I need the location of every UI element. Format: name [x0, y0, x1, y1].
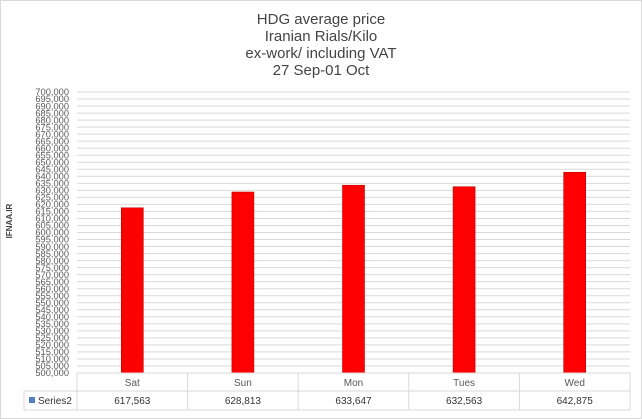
y-tick-label: 660,000 — [35, 143, 69, 153]
y-tick-label: 675,000 — [35, 122, 69, 132]
y-tick-label: 605,000 — [35, 221, 69, 231]
x-category-label: Wed — [565, 378, 585, 389]
y-tick-label: 555,000 — [35, 291, 69, 301]
chart-title-line-1: HDG average price — [256, 11, 386, 28]
data-table-value: 633,647 — [335, 396, 372, 407]
y-tick-label: 505,000 — [35, 361, 69, 371]
y-tick-label: 590,000 — [35, 242, 69, 252]
legend-key — [29, 397, 35, 403]
y-tick-label: 690,000 — [35, 101, 69, 111]
y-tick-label: 525,000 — [35, 333, 69, 343]
y-tick-label: 515,000 — [35, 347, 69, 357]
y-tick-label: 695,000 — [35, 94, 69, 104]
y-tick-label: 520,000 — [35, 340, 69, 350]
y-tick-label: 670,000 — [35, 129, 69, 139]
data-table-value: 628,813 — [225, 396, 262, 407]
y-tick-label: 530,000 — [35, 326, 69, 336]
y-axis-ticks: 500,000505,000510,000515,000520,000525,0… — [35, 87, 69, 378]
y-tick-label: 560,000 — [35, 284, 69, 294]
chart-title: HDG average price Iranian Rials/Kilo ex-… — [0, 11, 642, 79]
y-tick-label: 595,000 — [35, 235, 69, 245]
bar — [231, 191, 255, 374]
bar — [121, 207, 144, 374]
y-tick-label: 500,000 — [35, 368, 69, 378]
y-tick-label: 655,000 — [35, 150, 69, 160]
y-tick-label: 550,000 — [35, 298, 69, 308]
y-tick-label: 570,000 — [35, 270, 69, 280]
y-tick-label: 645,000 — [35, 164, 69, 174]
data-table-value: 617,563 — [114, 396, 151, 407]
x-category-label: Sat — [125, 378, 140, 389]
x-category-label: Sun — [234, 378, 252, 389]
y-tick-label: 630,000 — [35, 186, 69, 196]
x-category-label: Mon — [344, 378, 363, 389]
y-tick-label: 640,000 — [35, 172, 69, 182]
y-tick-label: 615,000 — [35, 207, 69, 217]
chart-title-line-4: 27 Sep-01 Oct — [272, 62, 370, 79]
y-tick-label: 650,000 — [35, 157, 69, 167]
y-tick-label: 665,000 — [35, 136, 69, 146]
y-tick-label: 565,000 — [35, 277, 69, 287]
legend-series-name: Series2 — [38, 396, 72, 407]
y-tick-label: 545,000 — [35, 305, 69, 315]
y-axis-label: IFNAA.IR — [5, 203, 14, 238]
y-tick-label: 510,000 — [35, 354, 69, 364]
chart-title-line-3: ex-work/ including VAT — [245, 45, 397, 62]
bar — [563, 171, 587, 374]
bar — [452, 186, 476, 374]
chart-title-line-2: Iranian Rials/Kilo — [264, 28, 378, 45]
y-tick-label: 575,000 — [35, 263, 69, 273]
data-table: Sat 617,563 Sun 628,813 Mon 633,647 Tues 632,56… — [23, 372, 631, 411]
y-tick-label: 585,000 — [35, 249, 69, 259]
y-tick-label: 620,000 — [35, 200, 69, 210]
y-tick-label: 540,000 — [35, 312, 69, 322]
y-tick-label: 610,000 — [35, 214, 69, 224]
data-table-value: 632,563 — [446, 396, 483, 407]
data-table-value: 642,875 — [557, 396, 594, 407]
y-tick-label: 625,000 — [35, 193, 69, 203]
y-tick-label: 635,000 — [35, 179, 69, 189]
y-tick-label: 535,000 — [35, 319, 69, 329]
y-tick-label: 680,000 — [35, 115, 69, 125]
bar — [342, 184, 365, 374]
y-tick-label: 700,000 — [35, 87, 69, 97]
y-tick-label: 600,000 — [35, 228, 69, 238]
y-tick-label: 685,000 — [35, 108, 69, 118]
y-tick-label: 580,000 — [35, 256, 69, 266]
bars — [121, 171, 587, 374]
x-category-label: Tues — [453, 378, 475, 389]
